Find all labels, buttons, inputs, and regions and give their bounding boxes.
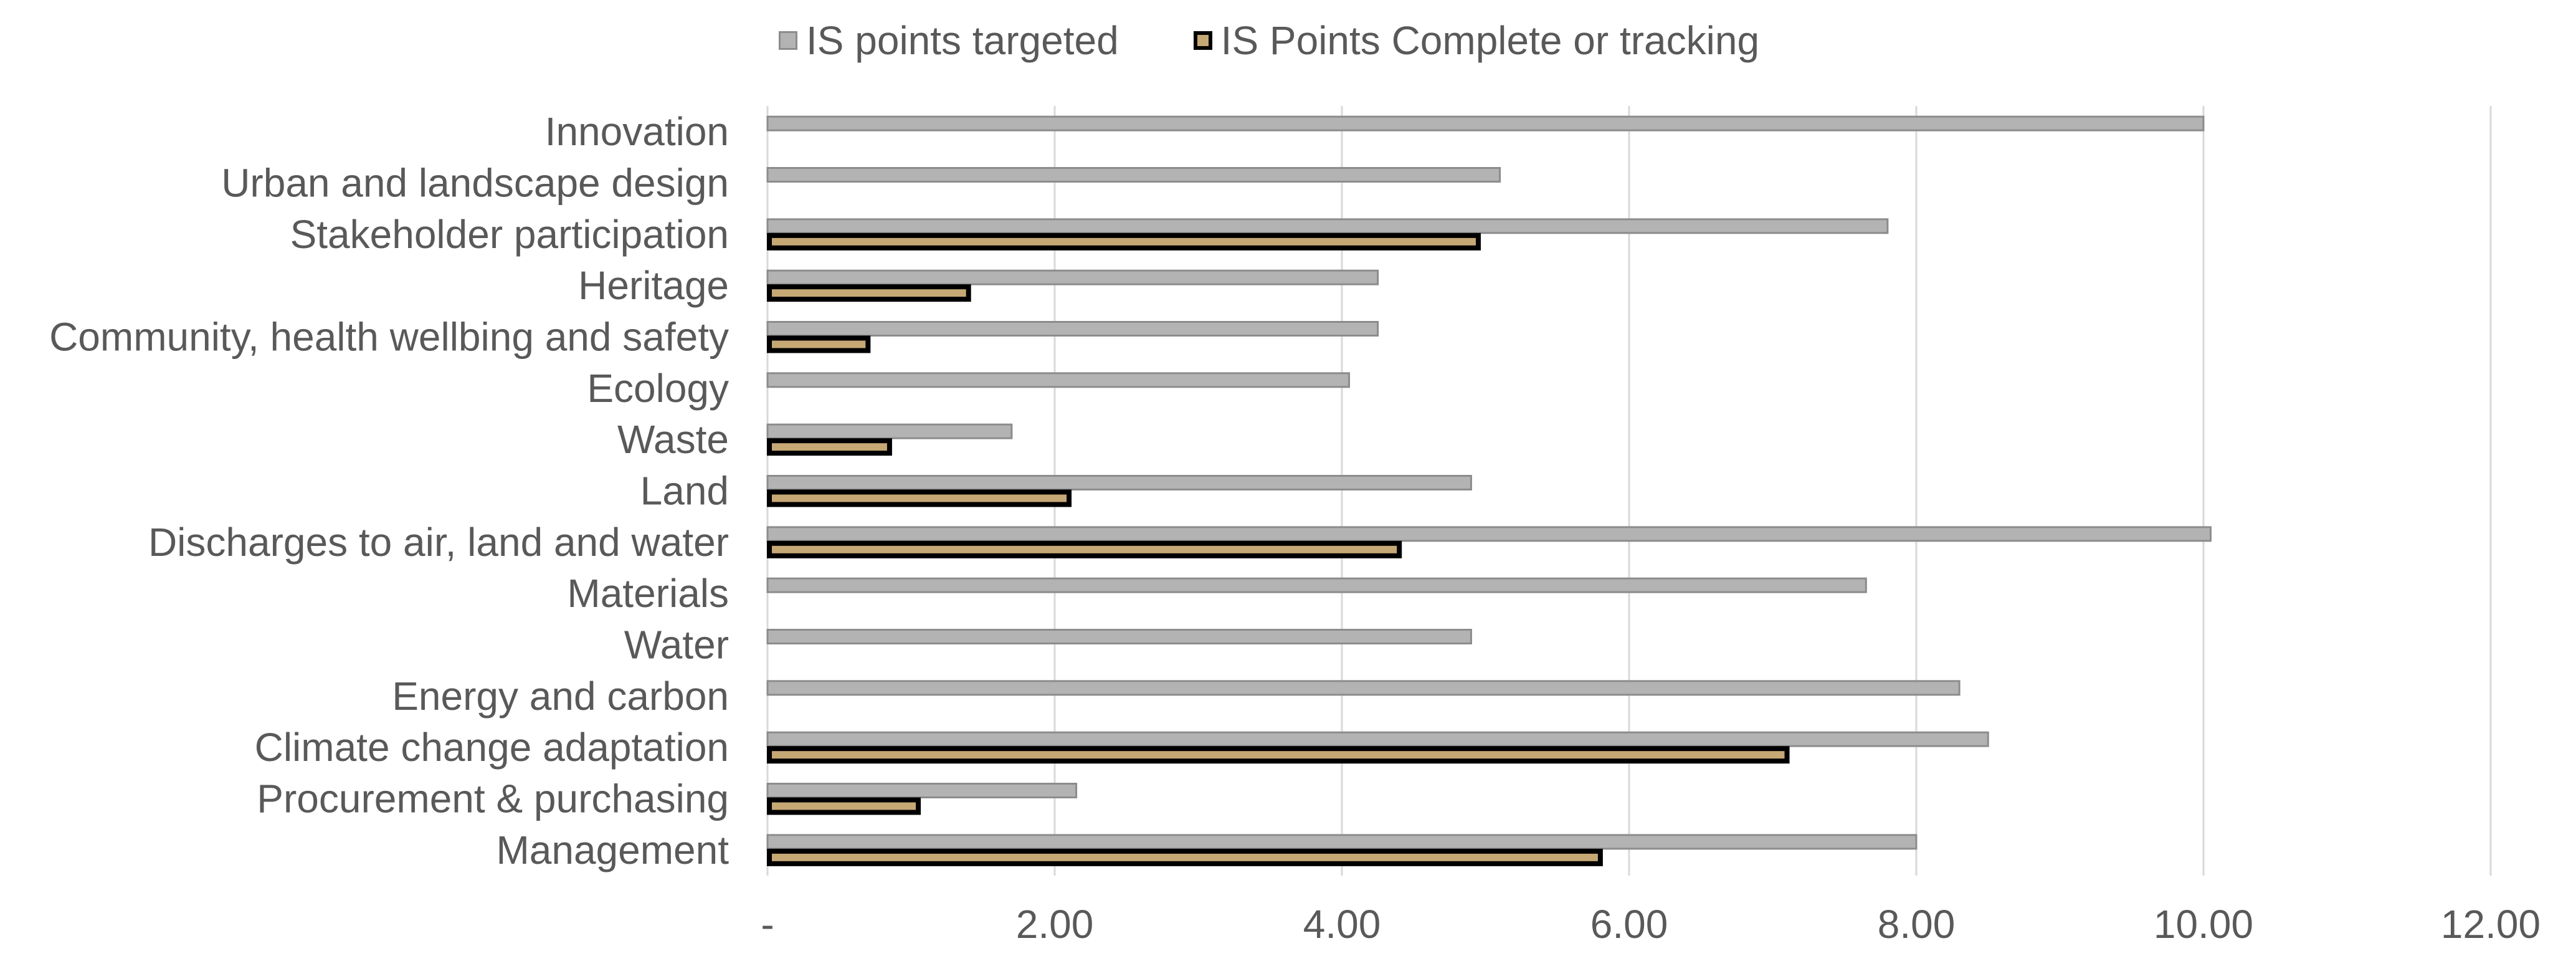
bar-targeted — [766, 423, 1013, 439]
bar-complete — [767, 746, 1790, 764]
legend-item-complete: IS Points Complete or tracking — [1193, 17, 1760, 64]
category-label: Waste — [617, 417, 729, 462]
category-label: Stakeholder participation — [290, 212, 729, 257]
legend-swatch-targeted — [779, 31, 797, 50]
x-tick-label: 10.00 — [2154, 902, 2253, 947]
category-label: Procurement & purchasing — [257, 777, 729, 821]
x-axis-tick-labels: - 2.00 4.00 6.00 8.00 10.00 12.00 — [761, 902, 2540, 947]
bars — [766, 115, 2212, 866]
bar-targeted — [766, 731, 1989, 747]
bar-complete — [767, 335, 871, 353]
bar-targeted — [766, 218, 1889, 234]
bar-targeted — [766, 577, 1867, 593]
bar-targeted — [766, 115, 2205, 131]
category-label: Innovation — [545, 109, 729, 154]
category-label: Materials — [567, 571, 729, 616]
category-label: Community, health wellbing and safety — [49, 315, 729, 360]
bar-complete — [767, 284, 971, 302]
category-label: Urban and landscape design — [221, 161, 729, 206]
category-label: Ecology — [587, 366, 729, 411]
bar-targeted — [766, 372, 1351, 388]
bar-targeted — [766, 475, 1472, 490]
legend: IS points targeted IS Points Complete or… — [779, 17, 1759, 64]
bar-targeted — [766, 783, 1078, 798]
x-tick-label: 4.00 — [1303, 902, 1381, 947]
bar-targeted — [766, 680, 1961, 696]
bar-targeted — [766, 321, 1379, 337]
x-tick-label: 6.00 — [1590, 902, 1668, 947]
legend-item-targeted: IS points targeted — [779, 17, 1119, 64]
bar-targeted — [766, 167, 1501, 183]
category-label: Water — [624, 623, 729, 667]
bar-complete — [767, 438, 892, 456]
category-label: Heritage — [578, 263, 729, 308]
category-label: Discharges to air, land and water — [148, 520, 729, 565]
category-label: Land — [640, 469, 729, 514]
category-labels: Innovation Urban and landscape design Stak… — [49, 109, 729, 873]
legend-label-targeted: IS points targeted — [806, 18, 1119, 63]
category-label: Climate change adaptation — [255, 725, 729, 770]
x-tick-label: 12.00 — [2441, 902, 2540, 947]
bar-targeted — [766, 526, 2212, 542]
legend-label-complete: IS Points Complete or tracking — [1220, 18, 1760, 63]
category-label: Energy and carbon — [392, 674, 729, 719]
bar-complete — [767, 848, 1603, 866]
category-label: Management — [496, 828, 729, 873]
bar-complete — [767, 797, 921, 815]
legend-swatch-complete — [1193, 31, 1212, 50]
bar-complete — [767, 489, 1072, 507]
bar-targeted — [766, 834, 1918, 850]
bar-complete — [767, 540, 1402, 558]
x-tick-label: 8.00 — [1878, 902, 1956, 947]
bar-targeted — [766, 269, 1379, 285]
x-tick-label: 2.00 — [1016, 902, 1094, 947]
x-tick-label: - — [761, 902, 774, 947]
bar-complete — [767, 232, 1481, 251]
bar-targeted — [766, 629, 1472, 644]
